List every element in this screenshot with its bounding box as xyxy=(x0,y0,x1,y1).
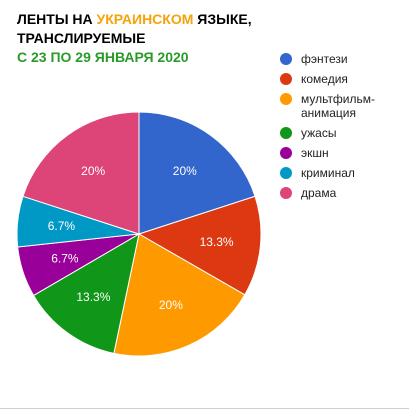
slice-label: 20% xyxy=(173,164,197,178)
pie-slice xyxy=(22,111,140,235)
legend-label: экшн xyxy=(301,146,329,160)
legend-label: фэнтези xyxy=(301,52,348,66)
title-line-2: ТРАНСЛИРУЕМЫЕ xyxy=(17,30,146,46)
legend-item: мультфильм-анимация xyxy=(280,92,409,120)
legend-item: комедия xyxy=(280,72,409,86)
title-highlight: УКРАИНСКОМ xyxy=(96,11,194,27)
legend-item: драма xyxy=(280,186,409,200)
title-part-1: ЛЕНТЫ НА xyxy=(17,11,97,27)
title-line-1: ЛЕНТЫ НА УКРАИНСКОМ ЯЗЫКЕ, xyxy=(17,10,252,29)
slice-label: 13.3% xyxy=(76,290,110,304)
legend-label: комедия xyxy=(301,72,348,86)
legend-item: криминал xyxy=(280,166,409,180)
legend-label: криминал xyxy=(301,166,355,180)
legend-label: мультфильм-анимация xyxy=(301,92,376,120)
legend-swatch xyxy=(280,53,292,65)
legend-label: ужасы xyxy=(301,126,337,140)
legend-swatch xyxy=(280,93,292,105)
legend-swatch xyxy=(280,147,292,159)
legend: фэнтези комедия мультфильм-анимация ужасы эк… xyxy=(280,52,409,206)
pie-slice xyxy=(138,111,256,235)
pie-slice xyxy=(137,195,262,296)
slice-label: 6.7% xyxy=(48,219,76,233)
legend-item: фэнтези xyxy=(280,52,409,66)
legend-swatch xyxy=(280,187,292,199)
slice-label: 13.3% xyxy=(200,235,234,249)
legend-item: экшн xyxy=(280,146,409,160)
title-part-2: ЯЗЫКЕ, xyxy=(193,11,252,27)
pie-slice xyxy=(113,233,246,357)
slice-label: 6.7% xyxy=(51,251,79,265)
legend-swatch xyxy=(280,167,292,179)
legend-label: драма xyxy=(301,186,337,200)
slice-label: 20% xyxy=(159,298,183,312)
chart-subtitle: С 23 ПО 29 ЯНВАРЯ 2020 xyxy=(17,49,189,65)
legend-swatch xyxy=(280,73,292,85)
slice-label: 20% xyxy=(81,164,105,178)
legend-swatch xyxy=(280,127,292,139)
legend-item: ужасы xyxy=(280,126,409,140)
chart-title: ЛЕНТЫ НА УКРАИНСКОМ ЯЗЫКЕ, ТРАНСЛИРУЕМЫЕ… xyxy=(17,10,252,67)
pie-slice xyxy=(32,233,140,354)
